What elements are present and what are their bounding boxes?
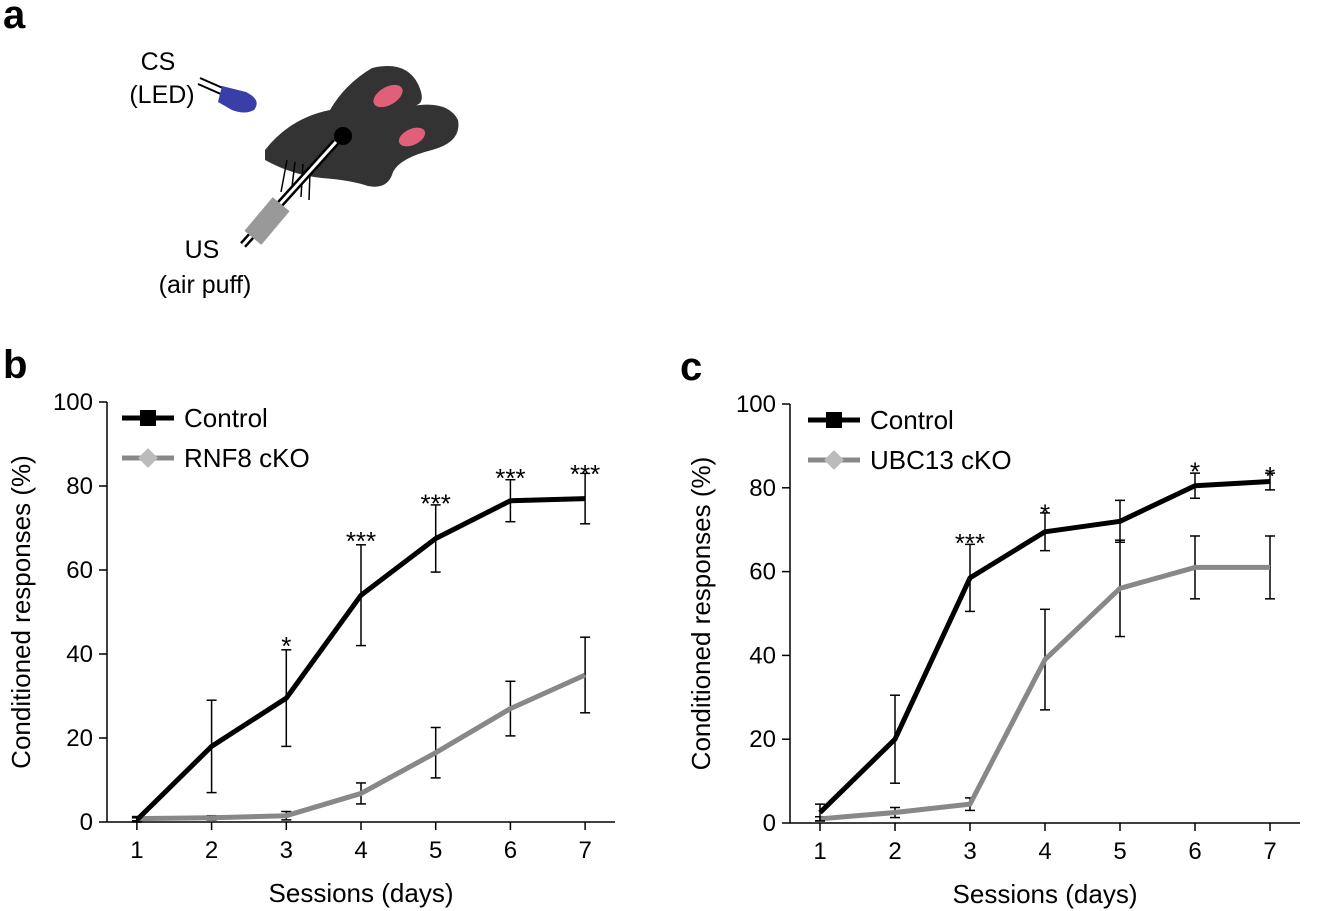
panel-letter-b: b: [3, 343, 27, 387]
x-tick-label: 3: [963, 838, 976, 865]
chart-b: 0 20 40 60 80 100 1 2 3 4 5 6 7 Sessions (days) Condit…: [6, 389, 615, 908]
panel-b: b 0 20 40 60 80 100 1 2 3 4 5 6 7 Sessions (days) Cond…: [3, 343, 615, 908]
legend-item: Control: [122, 403, 268, 433]
legend-item: Control: [808, 405, 954, 435]
x-tick-label: 6: [1188, 838, 1201, 865]
series-line: [135, 496, 586, 822]
y-tick-label: 40: [749, 642, 776, 669]
x-tick-label: 1: [813, 838, 826, 865]
panel-c: c 0 20 40 60 80 100 1 2 3 4 5 6 7 Sessions (days) Cond…: [680, 345, 1300, 909]
x-tick-label: 5: [429, 837, 442, 864]
significance-marker: ***: [570, 459, 600, 489]
cs-sub-label: (LED): [129, 81, 194, 109]
significance-marker: ***: [346, 526, 376, 556]
x-tick-label: 1: [130, 837, 143, 864]
x-tick-label: 6: [504, 837, 517, 864]
significance-marker: *: [1040, 499, 1050, 529]
cs-label: CS: [141, 48, 176, 76]
x-tick-label: 3: [280, 837, 293, 864]
panel-letter-c: c: [680, 345, 702, 389]
legend-label: Control: [870, 405, 954, 435]
x-tick-label: 4: [1038, 838, 1051, 865]
x-axis-label: Sessions (days): [269, 878, 454, 908]
y-tick-label: 100: [736, 391, 776, 418]
series-cko: [131, 636, 591, 822]
series-control: [815, 472, 1275, 822]
x-tick-label: 2: [205, 837, 218, 864]
led-icon: [197, 77, 257, 113]
y-tick-label: 0: [80, 809, 93, 836]
panel-letter-a: a: [3, 0, 26, 37]
x-tick-label: 7: [1263, 838, 1276, 865]
y-tick-label: 60: [66, 557, 93, 584]
series-control: [131, 472, 591, 823]
x-tick-label: 4: [354, 837, 367, 864]
significance-marker: *: [1265, 461, 1275, 491]
y-tick-label: 40: [66, 641, 93, 668]
significance-marker: ***: [955, 528, 985, 558]
y-tick-label: 60: [749, 559, 776, 586]
series-line: [818, 479, 1271, 815]
y-tick-label: 0: [763, 810, 776, 837]
x-tick-label: 7: [578, 837, 591, 864]
y-axis-label: Conditioned responses (%): [6, 455, 36, 769]
significance-marker: ***: [421, 488, 451, 518]
series-line: [136, 672, 587, 822]
significance-marker: ***: [495, 463, 525, 493]
y-tick-label: 80: [749, 475, 776, 502]
y-tick-label: 80: [66, 473, 93, 500]
significance-marker: *: [281, 631, 291, 661]
legend-square-marker: [826, 412, 842, 428]
legend-diamond-marker: [138, 448, 158, 468]
legend-square-marker: [140, 410, 156, 426]
series-line: [819, 564, 1270, 822]
x-tick-label: 5: [1113, 838, 1126, 865]
x-tick-label: 2: [888, 838, 901, 865]
y-tick-label: 20: [66, 725, 93, 752]
series-cko: [815, 535, 1275, 822]
y-tick-label: 20: [749, 726, 776, 753]
chart-c: 0 20 40 60 80 100 1 2 3 4 5 6 7 Sessions (days) Condit…: [686, 391, 1300, 909]
legend-item: RNF8 cKO: [122, 443, 310, 473]
y-axis-label: Conditioned responses (%): [686, 457, 716, 771]
legend-item: UBC13 cKO: [808, 445, 1012, 475]
rabbit-icon: [265, 66, 459, 201]
us-label: US: [185, 236, 220, 264]
x-axis-label: Sessions (days): [953, 879, 1138, 909]
us-sub-label: (air puff): [159, 271, 252, 299]
legend-label: UBC13 cKO: [870, 445, 1012, 475]
legend-label: RNF8 cKO: [184, 443, 310, 473]
panel-a: a CS (LED) US (air puff): [3, 0, 459, 299]
y-tick-label: 100: [53, 389, 93, 416]
significance-marker: *: [1190, 457, 1200, 487]
legend-diamond-marker: [824, 450, 844, 470]
air-puff-tube-icon: [240, 139, 339, 248]
legend-label: Control: [184, 403, 268, 433]
